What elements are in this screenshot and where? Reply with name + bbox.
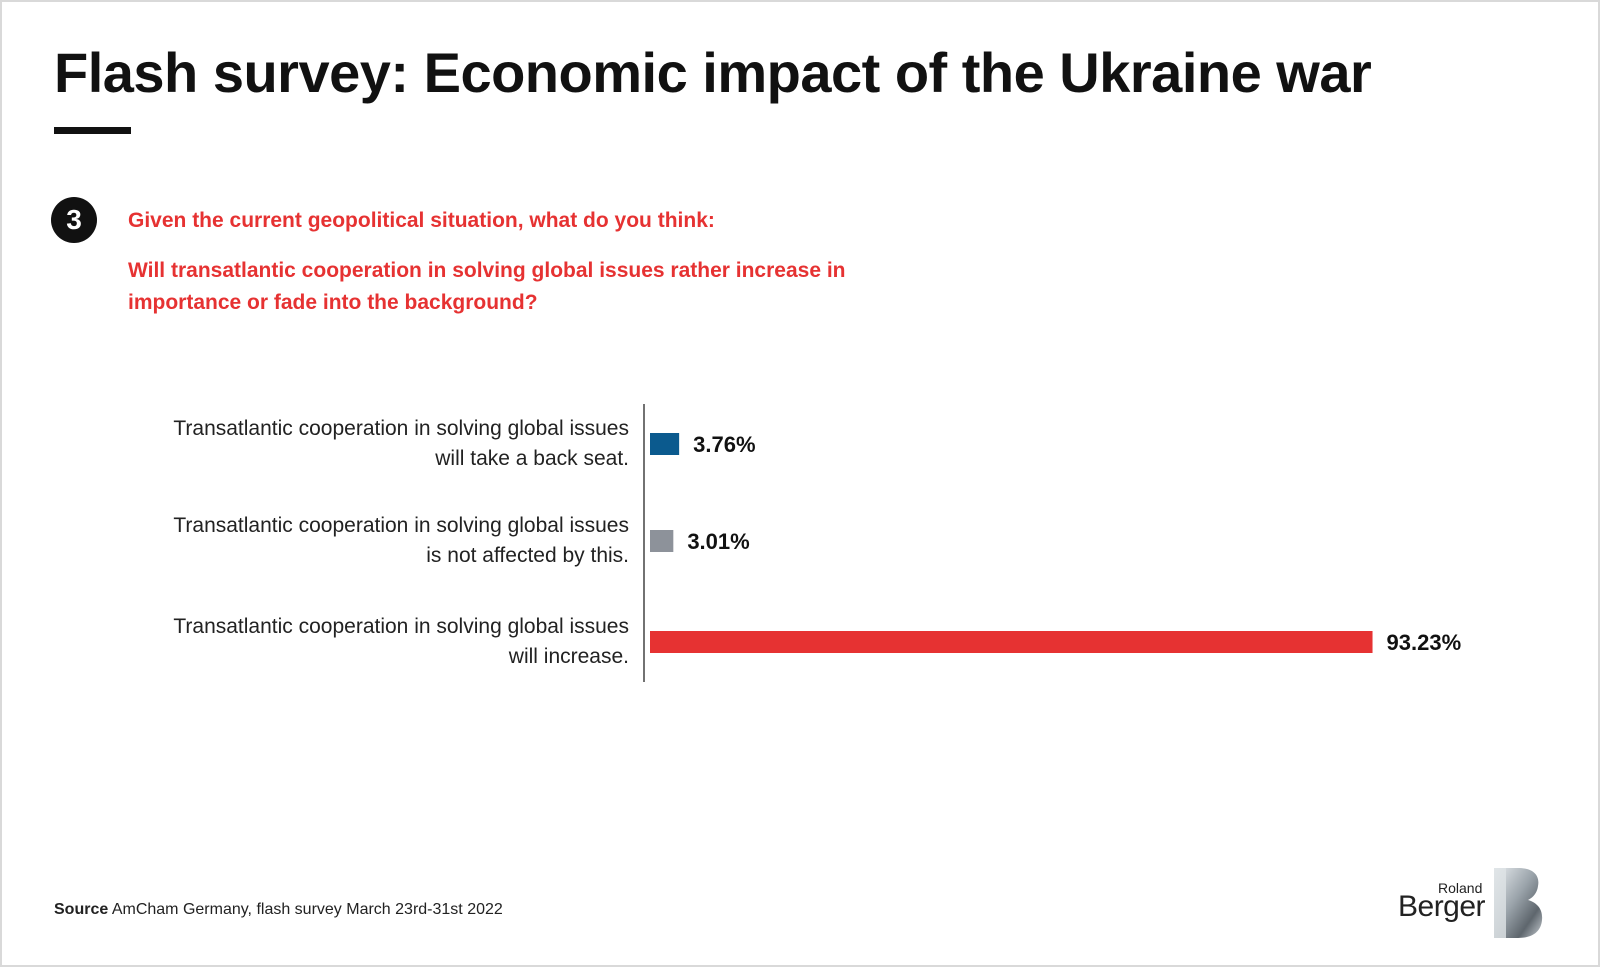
category-label-2-line-1: Transatlantic cooperation in solving glo… bbox=[173, 514, 629, 537]
page-title: Flash survey: Economic impact of the Ukr… bbox=[54, 41, 1372, 104]
source-label: Source bbox=[54, 901, 109, 918]
bar-2 bbox=[650, 530, 674, 552]
bar-value-label-2: 3.01% bbox=[687, 529, 749, 554]
source-text: AmCham Germany, flash survey March 23rd-… bbox=[111, 901, 503, 918]
bar-3 bbox=[650, 631, 1373, 653]
category-label-3-line-1: Transatlantic cooperation in solving glo… bbox=[173, 615, 629, 638]
source-note: Source AmCham Germany, flash survey Marc… bbox=[54, 901, 503, 919]
bar-1 bbox=[650, 433, 680, 455]
category-label-1-line-1: Transatlantic cooperation in solving glo… bbox=[173, 417, 629, 440]
bar-value-label-3: 93.23% bbox=[1387, 630, 1462, 655]
question-number-badge: 3 bbox=[51, 197, 97, 243]
bar-value-label-1: 3.76% bbox=[693, 432, 755, 457]
category-label-1-line-2: will take a back seat. bbox=[434, 447, 629, 470]
question-intro: Given the current geopolitical situation… bbox=[128, 209, 715, 232]
category-label-3-line-2: will increase. bbox=[508, 645, 629, 668]
logo-text-roland: Roland bbox=[1438, 880, 1483, 896]
logo-text-berger: Berger bbox=[1398, 890, 1486, 923]
question-text: Will transatlantic cooperation in solvin… bbox=[128, 259, 846, 314]
category-label-2-line-2: is not affected by this. bbox=[426, 544, 629, 567]
roland-berger-logo-icon bbox=[1494, 868, 1543, 938]
title-underline bbox=[54, 127, 131, 134]
